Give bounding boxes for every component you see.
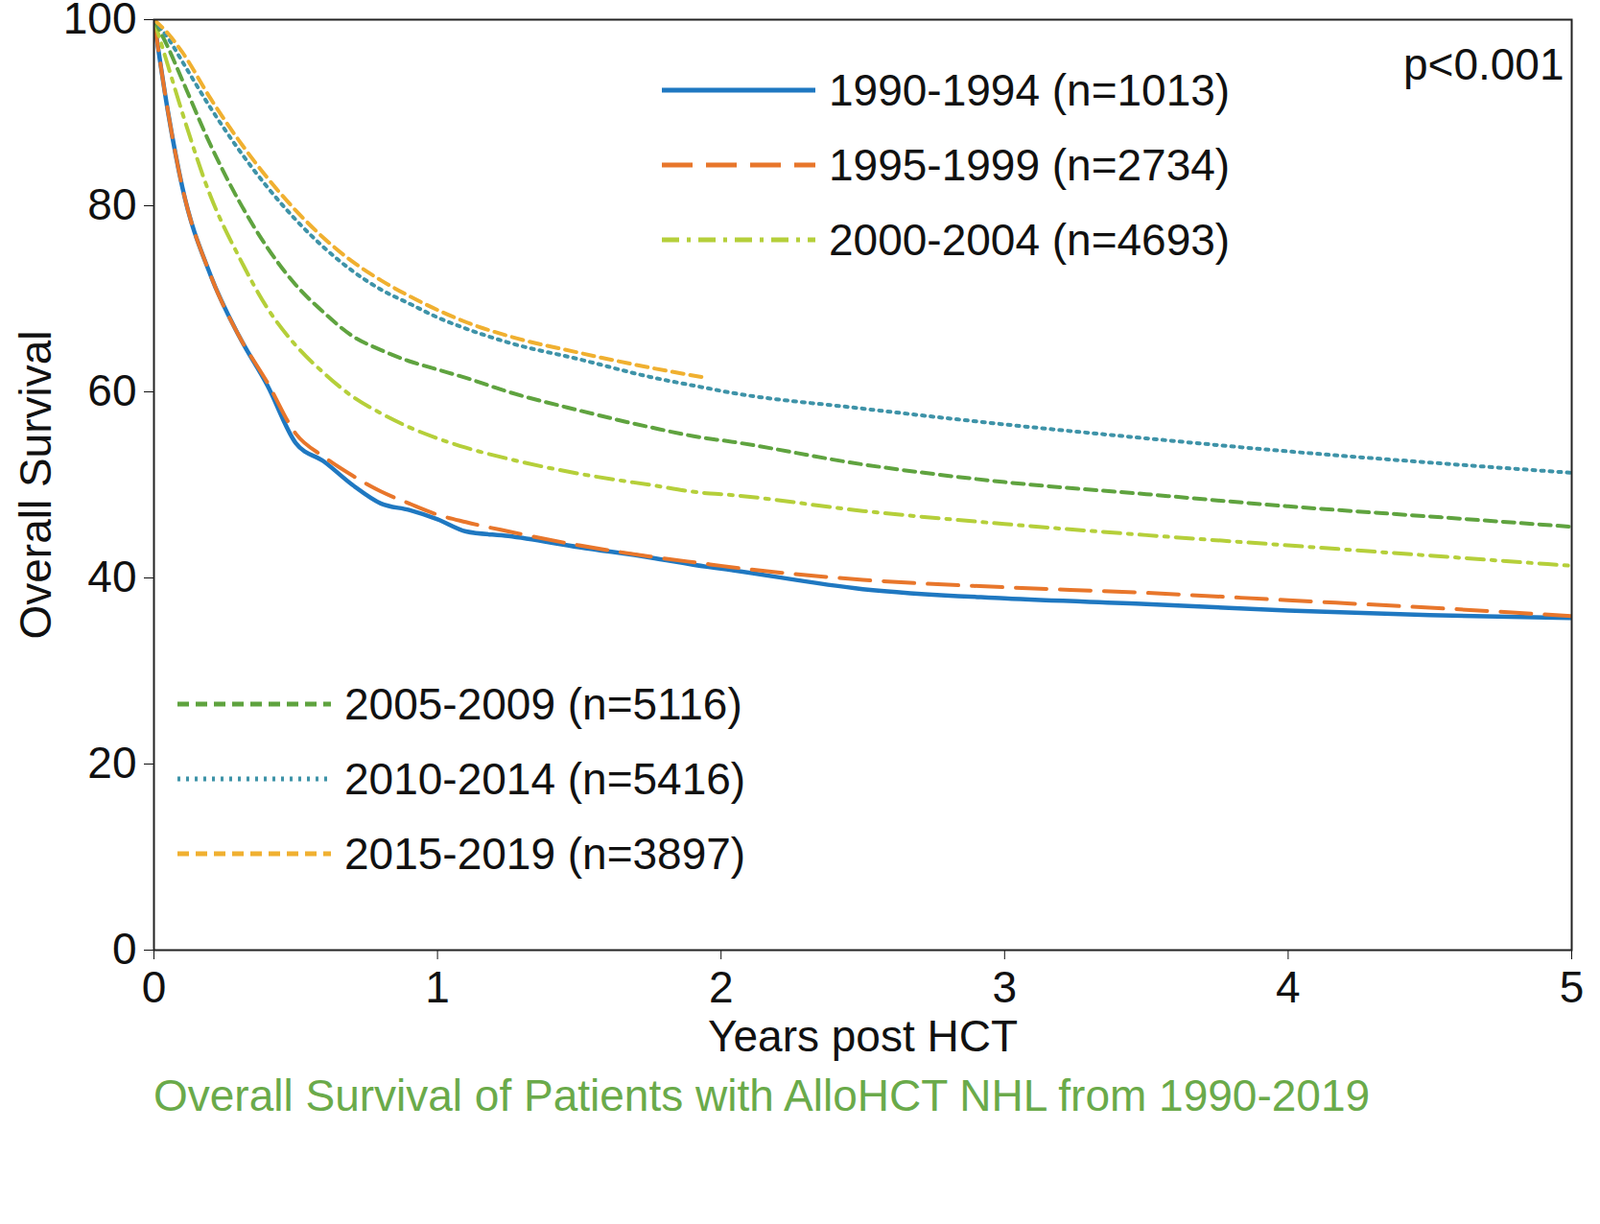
svg-text:100: 100 <box>63 0 138 44</box>
svg-text:Overall Survival: Overall Survival <box>10 329 61 639</box>
html-text:2005-2009 (n=5116): 2005-2009 (n=5116) <box>344 679 743 730</box>
svg-text:40: 40 <box>87 551 137 602</box>
svg-text:80: 80 <box>87 179 137 230</box>
svg-text:5: 5 <box>1559 962 1585 1012</box>
html-text:2010-2014 (n=5416): 2010-2014 (n=5416) <box>344 753 746 804</box>
svg-text:3: 3 <box>992 962 1018 1012</box>
html-text:1995-1999 (n=2734): 1995-1999 (n=2734) <box>828 140 1230 190</box>
svg-text:p<0.001: p<0.001 <box>1403 39 1565 90</box>
svg-text:Years post HCT: Years post HCT <box>707 1011 1018 1061</box>
svg-text:1: 1 <box>424 962 450 1012</box>
svg-text:0: 0 <box>141 962 167 1012</box>
html-text:Overall Survival of Patients w: Overall Survival of Patients with AlloHC… <box>153 1070 1370 1121</box>
html-text:2015-2019 (n=3897): 2015-2019 (n=3897) <box>344 828 746 879</box>
svg-text:20: 20 <box>87 737 137 788</box>
svg-text:60: 60 <box>87 365 137 416</box>
svg-text:0: 0 <box>112 923 138 974</box>
html-text:1990-1994 (n=1013): 1990-1994 (n=1013) <box>828 65 1230 116</box>
svg-text:2: 2 <box>708 962 734 1012</box>
svg-text:4: 4 <box>1275 962 1301 1012</box>
html-text:2000-2004 (n=4693): 2000-2004 (n=4693) <box>828 214 1230 265</box>
